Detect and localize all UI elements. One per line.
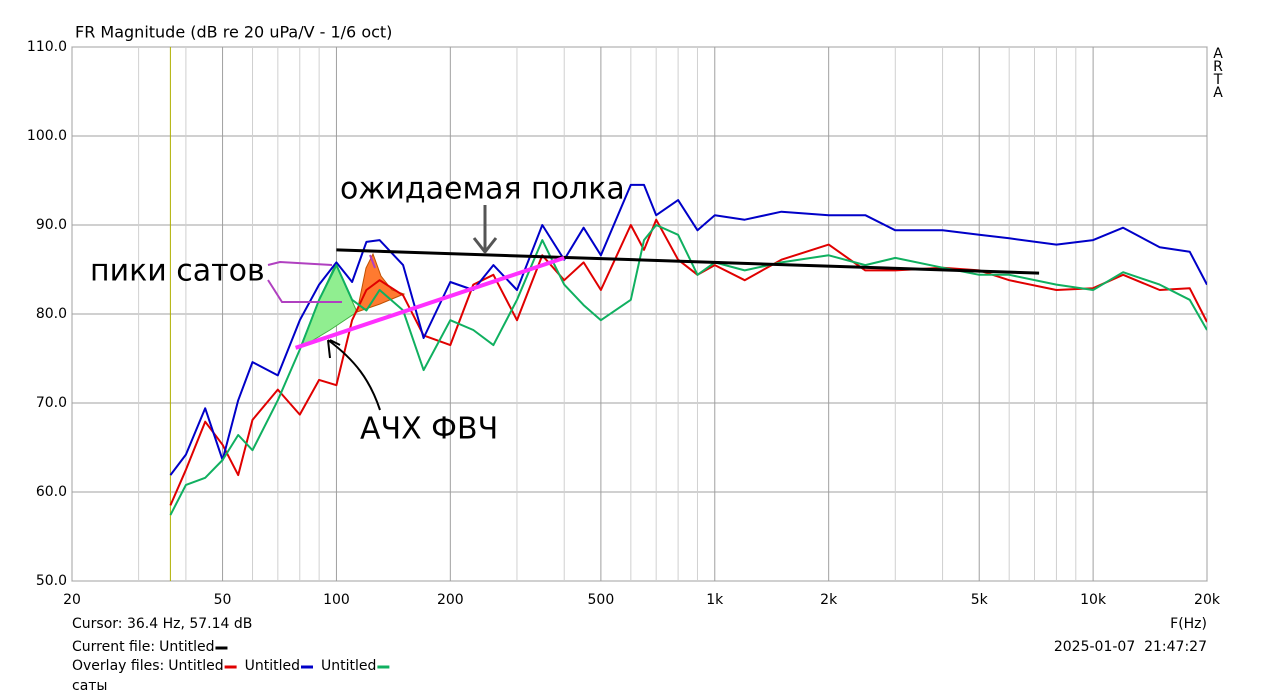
- bracket: [369, 254, 376, 269]
- arrow: [327, 339, 381, 411]
- watermark: ARTA: [1210, 46, 1226, 98]
- annotation: ожидаемая полка: [340, 172, 625, 207]
- x-tick-label: 10k: [1080, 592, 1107, 608]
- y-tick-label: 100.0: [27, 128, 67, 144]
- y-tick-label: 110.0: [27, 39, 67, 55]
- x-tick-label: 100: [323, 592, 350, 608]
- legend-entry: Untitled: [321, 658, 376, 674]
- legend-label: Current file:: [72, 639, 155, 655]
- series-line: [294, 256, 565, 350]
- file-note: саты: [72, 678, 108, 694]
- series-line: [169, 224, 1207, 516]
- y-tick-label: 50.0: [36, 573, 67, 589]
- legend-entry: Untitled: [168, 658, 223, 674]
- x-tick-label: 1k: [706, 592, 724, 608]
- legend-entry: Untitled: [159, 639, 214, 655]
- bracket: [267, 260, 342, 303]
- annotation: АЧХ ФВЧ: [360, 412, 498, 447]
- x-tick-label: 20: [63, 592, 81, 608]
- y-tick-label: 90.0: [36, 217, 67, 233]
- x-tick-label: 200: [437, 592, 464, 608]
- y-tick-label: 80.0: [36, 306, 67, 322]
- x-axis-label: F(Hz): [1170, 616, 1207, 632]
- cursor-readout: Cursor: 36.4 Hz, 57.14 dB: [72, 616, 252, 632]
- annotation: пики сатов: [90, 254, 265, 289]
- legend-label: Overlay files:: [72, 658, 164, 674]
- timestamp: 2025-01-07 21:47:27: [1054, 639, 1207, 655]
- x-tick-label: 20k: [1194, 592, 1221, 608]
- series-line: [336, 248, 1040, 275]
- x-tick-label: 2k: [820, 592, 838, 608]
- x-tick-label: 500: [588, 592, 615, 608]
- y-tick-label: 70.0: [36, 395, 67, 411]
- lines: [169, 47, 1207, 581]
- shaded-area: [356, 252, 406, 313]
- y-tick-label: 60.0: [36, 484, 67, 500]
- legend-entry: Untitled: [245, 658, 300, 674]
- chart-title: FR Magnitude (dB re 20 uPa/V - 1/6 oct): [75, 23, 392, 42]
- x-tick-label: 50: [214, 592, 232, 608]
- arrow: [472, 205, 498, 255]
- series-line: [169, 183, 1207, 476]
- x-tick-label: 5k: [971, 592, 989, 608]
